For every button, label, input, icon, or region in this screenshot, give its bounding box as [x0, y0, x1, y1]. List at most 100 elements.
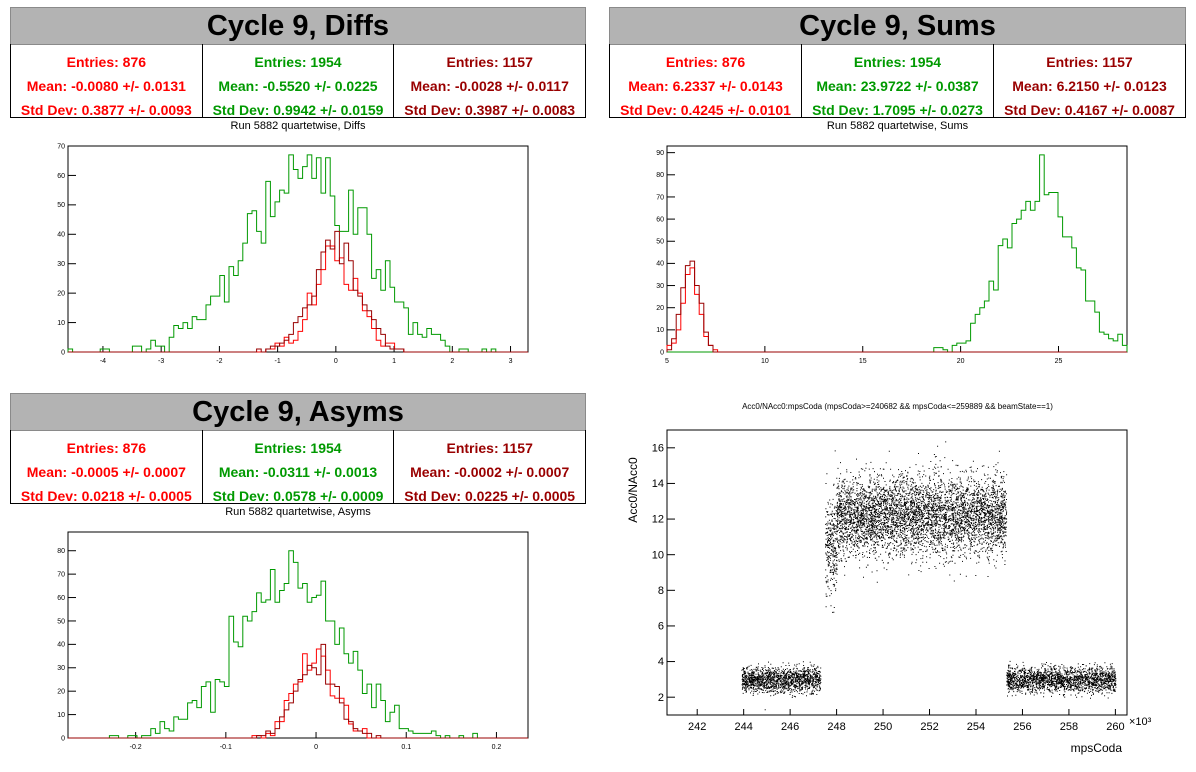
scatter-title: Acc0/NAcc0:mpsCoda (mpsCoda>=240682 && m…: [742, 402, 1053, 411]
y-tick-label: 2: [658, 692, 664, 704]
histogram-series: [68, 550, 528, 739]
y-tick-label: 20: [57, 290, 65, 297]
y-tick-label: 90: [656, 150, 664, 157]
x-tick-label: 248: [827, 721, 845, 733]
scatter-cluster: [825, 450, 838, 613]
asyms-stat-box-2: Entries: 1954 Mean: -0.0311 +/- 0.0013 S…: [203, 430, 395, 504]
stat-mean: Mean: 6.2150 +/- 0.0123: [1012, 78, 1167, 94]
sums-stats: Entries: 876 Mean: 6.2337 +/- 0.0143 Std…: [609, 44, 1186, 118]
x-tick-label: -3: [158, 358, 164, 365]
stat-mean: Mean: -0.0002 +/- 0.0007: [410, 464, 570, 480]
stat-std: Std Dev: 0.3987 +/- 0.0083: [404, 102, 576, 118]
stat-entries: Entries: 876: [66, 54, 147, 70]
x-axis-label: mpsCoda: [1071, 741, 1123, 755]
y-tick-label: 30: [57, 665, 65, 672]
histogram-series: [667, 154, 1128, 353]
stat-std: Std Dev: 0.4167 +/- 0.0087: [1004, 102, 1175, 118]
stat-std: Std Dev: 0.4245 +/- 0.0101: [620, 102, 791, 118]
x-tick-label: 246: [781, 721, 799, 733]
y-tick-label: 50: [656, 239, 664, 246]
stat-entries: Entries: 1954: [853, 54, 942, 70]
x-tick-label: -0.2: [130, 744, 142, 751]
y-tick-label: 30: [57, 261, 65, 268]
y-tick-label: 30: [656, 283, 664, 290]
y-tick-label: 80: [57, 548, 65, 555]
histogram-series: [68, 643, 528, 739]
diffs-stats: Entries: 876 Mean: -0.0080 +/- 0.0131 St…: [10, 44, 586, 118]
diffs-stat-box-3: Entries: 1157 Mean: -0.0028 +/- 0.0117 S…: [394, 44, 585, 118]
diffs-stat-box-1: Entries: 876 Mean: -0.0080 +/- 0.0131 St…: [11, 44, 203, 118]
y-tick-label: 14: [652, 478, 664, 490]
histogram-series: [68, 245, 528, 353]
asyms-title: Cycle 9, Asyms: [10, 393, 586, 431]
y-tick-label: 20: [57, 689, 65, 696]
x-tick-label: -2: [216, 358, 222, 365]
stat-mean: Mean: -0.0028 +/- 0.0117: [410, 78, 569, 94]
y-tick-label: 50: [57, 202, 65, 209]
x-tick-label: 244: [734, 721, 752, 733]
asyms-stats: Entries: 876 Mean: -0.0005 +/- 0.0007 St…: [10, 430, 586, 504]
sums-stat-box-3: Entries: 1157 Mean: 6.2150 +/- 0.0123 St…: [994, 44, 1185, 118]
stat-mean: Mean: 23.9722 +/- 0.0387: [816, 78, 979, 94]
sums-title: Cycle 9, Sums: [609, 7, 1186, 45]
y-tick-label: 50: [57, 618, 65, 625]
x-tick-label: 25: [1055, 358, 1063, 365]
sums-subtitle: Run 5882 quartetwise, Sums: [826, 120, 969, 132]
diffs-title: Cycle 9, Diffs: [10, 7, 586, 45]
x-tick-label: 250: [874, 721, 892, 733]
y-tick-label: 12: [652, 514, 664, 526]
stat-mean: Mean: -0.0311 +/- 0.0013: [218, 464, 378, 480]
y-tick-label: 60: [57, 173, 65, 180]
y-tick-label: 20: [656, 305, 664, 312]
stat-entries: Entries: 876: [66, 440, 147, 456]
histogram-series: [68, 648, 528, 739]
y-tick-label: 6: [658, 621, 664, 633]
x-tick-label: 256: [1013, 721, 1031, 733]
stat-std: Std Dev: 1.7095 +/- 0.0273: [812, 102, 983, 118]
y-tick-label: 70: [656, 194, 664, 201]
sums-stat-box-1: Entries: 876 Mean: 6.2337 +/- 0.0143 Std…: [610, 44, 802, 118]
y-tick-label: 60: [656, 216, 664, 223]
asyms-subtitle: Run 5882 quartetwise, Asyms: [225, 506, 371, 518]
x-tick-label: 2: [450, 358, 454, 365]
x-tick-label: -1: [275, 358, 281, 365]
stat-entries: Entries: 1157: [446, 54, 533, 70]
x-tick-label: 0.1: [401, 744, 411, 751]
y-tick-label: 60: [57, 595, 65, 602]
x-scale-label: ×10³: [1129, 716, 1152, 728]
scatter-cluster: [741, 661, 822, 711]
stat-mean: Mean: -0.5520 +/- 0.0225: [218, 78, 378, 94]
x-tick-label: 0.2: [492, 744, 502, 751]
diffs-subtitle: Run 5882 quartetwise, Diffs: [230, 120, 366, 132]
x-tick-label: 5: [665, 358, 669, 365]
y-tick-label: 0: [61, 349, 65, 356]
stat-mean: Mean: 6.2337 +/- 0.0143: [628, 78, 783, 94]
histogram-series: [68, 230, 528, 353]
asyms-stat-box-1: Entries: 876 Mean: -0.0005 +/- 0.0007 St…: [11, 430, 203, 504]
histogram-series: [67, 154, 528, 353]
histogram-series: [666, 260, 1127, 353]
y-tick-label: 10: [652, 549, 664, 561]
y-tick-label: 10: [57, 320, 65, 327]
plot-frame: [67, 145, 529, 353]
x-tick-label: 0: [334, 358, 338, 365]
x-tick-label: 254: [967, 721, 985, 733]
sums-stat-box-2: Entries: 1954 Mean: 23.9722 +/- 0.0387 S…: [802, 44, 994, 118]
scatter-cluster: [1006, 660, 1117, 699]
plot-frame: [666, 145, 1128, 353]
x-tick-label: 242: [688, 721, 706, 733]
y-tick-label: 16: [652, 442, 664, 454]
stat-entries: Entries: 1954: [254, 440, 342, 456]
y-tick-label: 40: [656, 261, 664, 268]
y-tick-label: 70: [57, 143, 65, 150]
x-tick-label: 0: [314, 744, 318, 751]
stat-entries: Entries: 1157: [446, 440, 533, 456]
stat-std: Std Dev: 0.3877 +/- 0.0093: [20, 102, 192, 118]
y-tick-label: 40: [57, 232, 65, 239]
y-tick-label: 80: [656, 172, 664, 179]
y-tick-label: 8: [658, 585, 664, 597]
x-tick-label: 15: [859, 358, 867, 365]
x-tick-label: 10: [761, 358, 769, 365]
y-tick-label: 40: [57, 642, 65, 649]
histogram-series: [666, 267, 1127, 353]
